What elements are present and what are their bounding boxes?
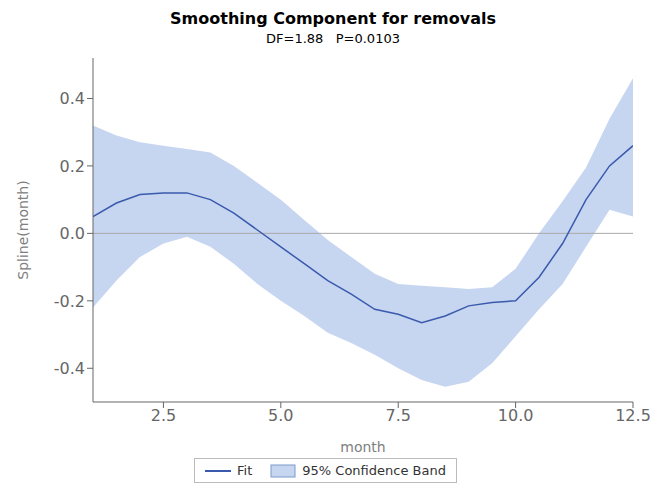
- svg-text:0.4: 0.4: [60, 89, 85, 108]
- html-text:Smoothing Component for remova: Smoothing Component for removals: [170, 9, 496, 28]
- svg-text:0.0: 0.0: [60, 224, 85, 243]
- svg-text:Spline(month): Spline(month): [15, 180, 31, 279]
- html-text:Fit: Fit: [237, 463, 253, 478]
- svg-text:-0.2: -0.2: [54, 292, 85, 311]
- svg-text:-0.4: -0.4: [54, 359, 85, 378]
- html-text:95% Confidence Band: 95% Confidence Band: [302, 463, 446, 478]
- svg-text:7.5: 7.5: [385, 406, 410, 425]
- svg-text:month: month: [340, 439, 385, 455]
- svg-text:2.5: 2.5: [151, 406, 176, 425]
- html-text:DF=1.88 P=0.0103: DF=1.88 P=0.0103: [266, 31, 400, 46]
- svg-text:5.0: 5.0: [268, 406, 293, 425]
- svg-text:0.2: 0.2: [60, 157, 85, 176]
- svg-text:12.5: 12.5: [615, 406, 651, 425]
- svg-text:10.0: 10.0: [498, 406, 534, 425]
